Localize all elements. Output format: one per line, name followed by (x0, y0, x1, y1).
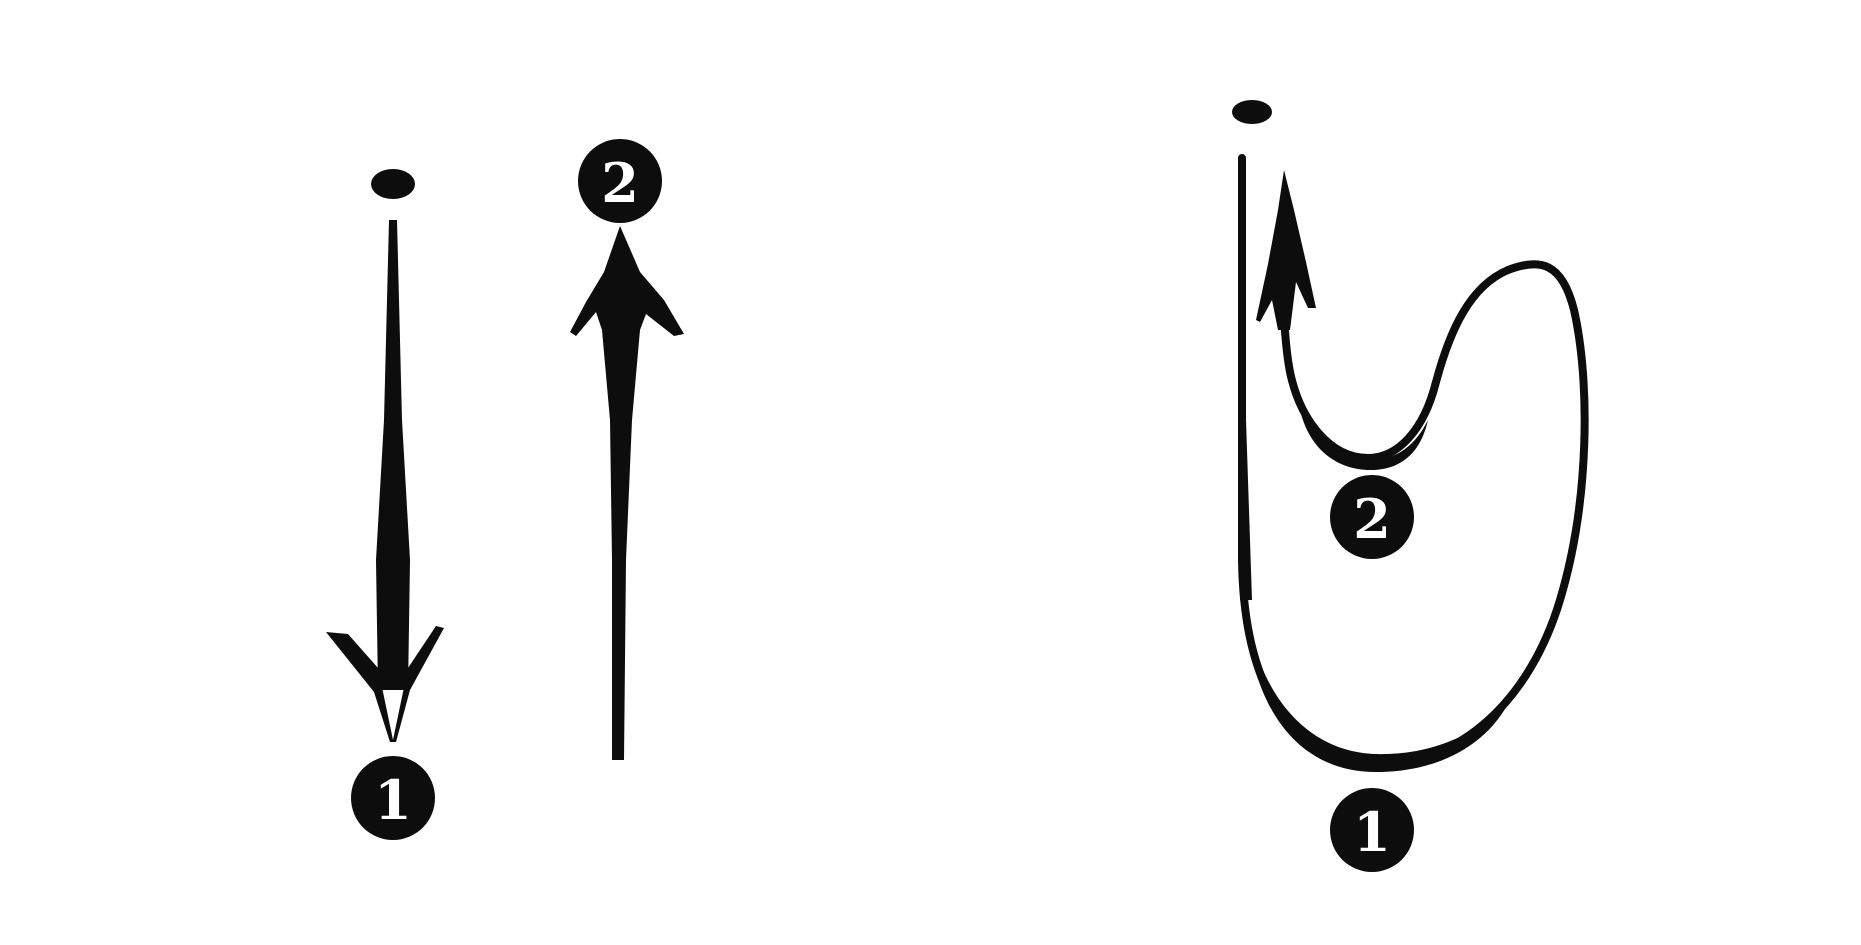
start-dot-right (1232, 100, 1272, 124)
badge-2-left-text: 2 (601, 151, 639, 215)
right-stroke-diagram: 2 1 (1232, 100, 1589, 872)
badge-2-right-circle (1330, 475, 1414, 559)
badge-2-left: 2 (578, 139, 662, 223)
badge-2-left-circle (578, 139, 662, 223)
inner-hook-stroke (1278, 196, 1512, 462)
badge-2-right: 2 (1330, 475, 1414, 559)
inner-arrow-head (1256, 170, 1316, 330)
start-dot-left (371, 169, 415, 199)
up-arrow-shaft (602, 330, 640, 760)
up-arrow-head (570, 226, 684, 336)
badge-1-right-circle (1330, 788, 1414, 872)
inner-hook-heavy (1300, 410, 1428, 470)
badge-1-left-text: 1 (374, 768, 412, 832)
badge-1-right: 1 (1330, 788, 1414, 872)
badge-1-left: 1 (351, 756, 435, 840)
badge-1-right-text: 1 (1353, 800, 1391, 864)
down-arrow-head (326, 626, 444, 742)
down-arrow (326, 220, 444, 742)
outer-loop-left-heavy (1238, 420, 1252, 600)
outer-loop-bottom-heavy (1244, 600, 1510, 772)
badge-2-right-text: 2 (1353, 487, 1391, 551)
down-arrow-shaft (376, 220, 410, 690)
left-stroke-diagram: 1 2 (326, 139, 684, 840)
badge-1-left-circle (351, 756, 435, 840)
up-arrow (570, 226, 684, 760)
